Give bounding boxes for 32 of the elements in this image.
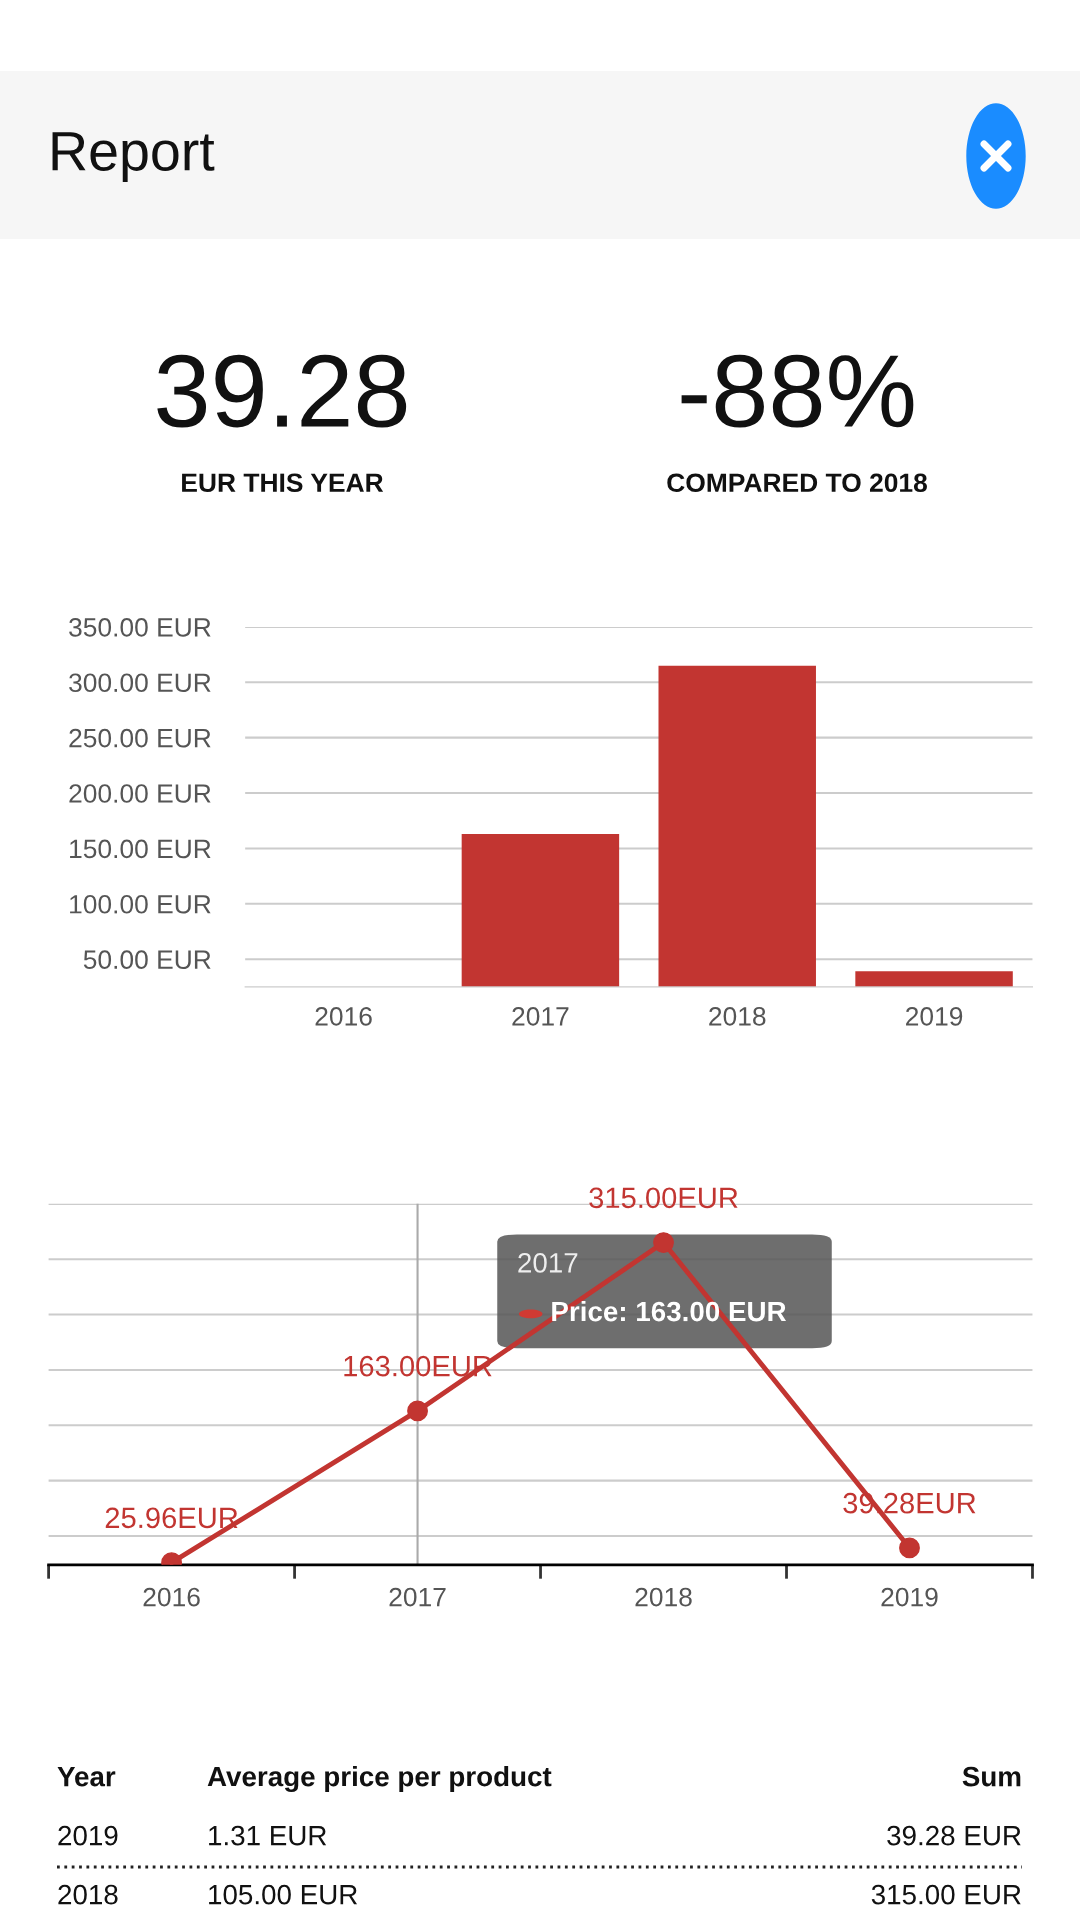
text: -88% bbox=[681, 354, 914, 428]
text: 39.28 bbox=[157, 354, 407, 428]
text: COMPARED TO 2018 bbox=[667, 473, 927, 493]
text: Average price per product bbox=[207, 1765, 552, 1793]
x-tick-label: 2019 bbox=[906, 1007, 963, 1026]
text: 105.00 EUR bbox=[209, 1884, 358, 1905]
text: EUR THIS YEAR bbox=[182, 473, 384, 493]
y-tick-label: 300.00 EUR bbox=[69, 673, 211, 693]
y-tick-label: 150.00 EUR bbox=[70, 839, 211, 859]
text: 39.28 EUR bbox=[887, 1825, 1021, 1846]
text: 2019 bbox=[58, 1825, 118, 1846]
text: 315.00 EUR bbox=[871, 1884, 1021, 1905]
text: Report bbox=[52, 132, 215, 182]
text: Year bbox=[57, 1767, 116, 1787]
x-tick-label: 2019 bbox=[881, 1587, 938, 1607]
x-tick-label: 2016 bbox=[143, 1587, 200, 1607]
y-tick-label: 350.00 EUR bbox=[69, 618, 211, 637]
data-label: 315.00EUR bbox=[589, 1187, 738, 1209]
text: 1.31 EUR bbox=[209, 1825, 327, 1846]
data-label: 25.96EUR bbox=[105, 1507, 238, 1529]
y-tick-label: 100.00 EUR bbox=[70, 894, 211, 914]
y-tick-label: 50.00 EUR bbox=[83, 950, 211, 970]
x-tick-label: 2018 bbox=[709, 1007, 766, 1026]
x-tick-label: 2016 bbox=[315, 1007, 372, 1026]
annotation: 2017 bbox=[518, 1252, 578, 1273]
y-tick-label: 200.00 EUR bbox=[69, 784, 211, 803]
x-tick-label: 2018 bbox=[635, 1587, 692, 1607]
x-tick-label: 2017 bbox=[512, 1007, 569, 1026]
x-tick-label: 2017 bbox=[389, 1587, 446, 1607]
text: 2018 bbox=[58, 1884, 118, 1905]
y-tick-label: 250.00 EUR bbox=[69, 728, 211, 748]
text: Sum bbox=[962, 1766, 1021, 1787]
